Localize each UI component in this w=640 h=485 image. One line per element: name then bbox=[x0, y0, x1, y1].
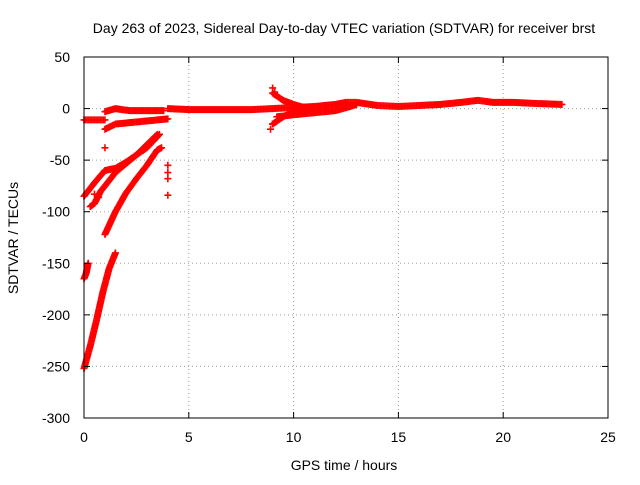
series-flat-start bbox=[80, 116, 109, 124]
x-tick-label: 15 bbox=[391, 429, 407, 445]
series-cross-low bbox=[273, 100, 360, 121]
y-tick-label: -150 bbox=[42, 255, 70, 271]
series-upper-branch bbox=[101, 115, 172, 133]
x-tick-label: 20 bbox=[495, 429, 511, 445]
data-point bbox=[164, 161, 172, 169]
series-deep-branch bbox=[80, 249, 119, 372]
y-tick-label: -300 bbox=[42, 410, 70, 426]
series-main-trend bbox=[164, 96, 566, 114]
chart-title: Day 263 of 2023, Sidereal Day-to-day VTE… bbox=[93, 20, 595, 36]
data-point bbox=[164, 169, 172, 177]
data-point bbox=[111, 249, 119, 257]
data-series bbox=[80, 84, 566, 372]
y-tick-label: -50 bbox=[50, 152, 70, 168]
x-tick-label: 0 bbox=[80, 429, 88, 445]
plot-frame bbox=[83, 56, 609, 419]
series-cross-down bbox=[269, 89, 319, 113]
data-point bbox=[160, 107, 168, 115]
y-tick-label: 0 bbox=[62, 101, 70, 117]
axis-ticks: 0 5 10 15 20 25 -300 -250 -200 -150 -100 -50 0 50 bbox=[42, 49, 616, 445]
data-point bbox=[90, 190, 98, 198]
series-short-upper bbox=[101, 105, 168, 116]
x-tick-label: 25 bbox=[600, 429, 616, 445]
data-point bbox=[558, 100, 566, 108]
series-steep-branch bbox=[101, 144, 166, 238]
data-point bbox=[164, 191, 172, 199]
data-point bbox=[164, 175, 172, 183]
x-tick-label: 10 bbox=[286, 429, 302, 445]
y-tick-label: -250 bbox=[42, 358, 70, 374]
y-axis-label: SDTVAR / TECUs bbox=[5, 182, 21, 294]
data-point bbox=[158, 144, 166, 152]
y-tick-label: -200 bbox=[42, 307, 70, 323]
data-point bbox=[164, 115, 172, 123]
data-point bbox=[152, 131, 160, 139]
data-point bbox=[352, 100, 360, 108]
x-tick-label: 5 bbox=[185, 429, 193, 445]
y-tick-label: -100 bbox=[42, 204, 70, 220]
data-point bbox=[101, 144, 109, 152]
x-axis-label: GPS time / hours bbox=[291, 457, 398, 473]
data-point bbox=[153, 130, 161, 138]
data-point bbox=[101, 116, 109, 124]
y-tick-label: 50 bbox=[54, 49, 70, 65]
series-isolated-points bbox=[90, 84, 279, 201]
data-point bbox=[267, 125, 275, 133]
data-point bbox=[95, 193, 103, 201]
